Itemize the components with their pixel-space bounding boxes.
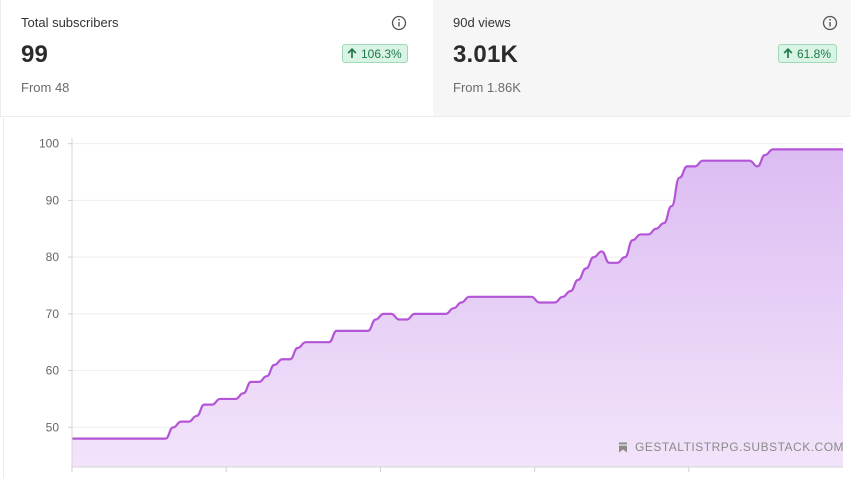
area-fill xyxy=(72,149,843,467)
subscribers-chart[interactable]: 50 60 70 80 90 100 GESTALTISTRPG.SUBSTACK.COM xyxy=(3,118,851,478)
y-tick-label: 70 xyxy=(46,307,60,321)
y-tick-label: 80 xyxy=(46,250,60,264)
change-value: 106.3% xyxy=(361,46,402,61)
x-axis xyxy=(71,138,843,472)
y-tick-label: 100 xyxy=(39,137,59,151)
total-subscribers-card[interactable]: Total subscribers 99 106.3% From 48 xyxy=(0,0,433,117)
substack-watermark: GESTALTISTRPG.SUBSTACK.COM xyxy=(618,440,844,454)
info-icon[interactable] xyxy=(391,15,407,31)
series-line xyxy=(71,148,843,440)
info-icon[interactable] xyxy=(822,15,838,31)
change-badge: 106.3% xyxy=(342,44,408,63)
y-tick-label: 50 xyxy=(46,420,60,434)
watermark-text: GESTALTISTRPG.SUBSTACK.COM xyxy=(635,440,845,454)
chart-svg: 50 60 70 80 90 100 xyxy=(39,137,843,472)
y-tick-label: 60 xyxy=(46,364,60,378)
y-tick-label: 90 xyxy=(46,193,60,207)
stat-value: 3.01K xyxy=(453,41,519,68)
arrow-up-icon xyxy=(347,48,357,58)
change-value: 61.8% xyxy=(797,46,832,61)
stat-from: From 1.86K xyxy=(453,80,521,95)
stat-value: 99 xyxy=(21,41,49,68)
views-card[interactable]: 90d views 3.01K 61.8% From 1.86K xyxy=(433,0,851,117)
stat-label: 90d views xyxy=(453,15,511,30)
bookmark-icon xyxy=(619,442,627,452)
change-badge: 61.8% xyxy=(778,44,838,63)
stat-from: From 48 xyxy=(21,80,70,95)
stat-label: Total subscribers xyxy=(21,15,119,30)
stats-row: Total subscribers 99 106.3% From 48 90d … xyxy=(0,0,851,117)
y-axis-ticks: 50 60 70 80 90 100 xyxy=(39,137,72,434)
arrow-up-icon xyxy=(783,48,793,58)
